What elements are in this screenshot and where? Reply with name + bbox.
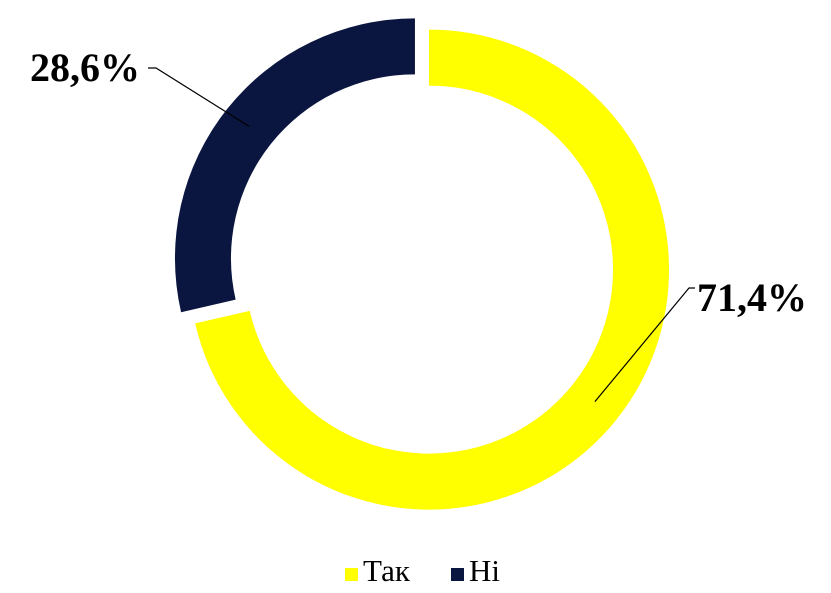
slice-ni	[174, 18, 415, 313]
data-label-ni: 28,6%	[30, 45, 140, 90]
legend-label-tak: Так	[363, 553, 411, 588]
legend-swatch-ni	[451, 568, 464, 581]
leader-lines-group	[148, 67, 695, 403]
data-label-tak: 71,4%	[697, 275, 807, 320]
legend-swatch-tak	[345, 568, 358, 581]
slices-group	[174, 18, 670, 510]
legend-label-ni: Ні	[469, 553, 500, 588]
legend-item-ni: Ні	[451, 553, 500, 588]
legend: Так Ні	[345, 553, 500, 588]
leader-line-ni	[148, 67, 250, 127]
leader-line-tak	[594, 287, 695, 403]
legend-item-tak: Так	[345, 553, 411, 588]
